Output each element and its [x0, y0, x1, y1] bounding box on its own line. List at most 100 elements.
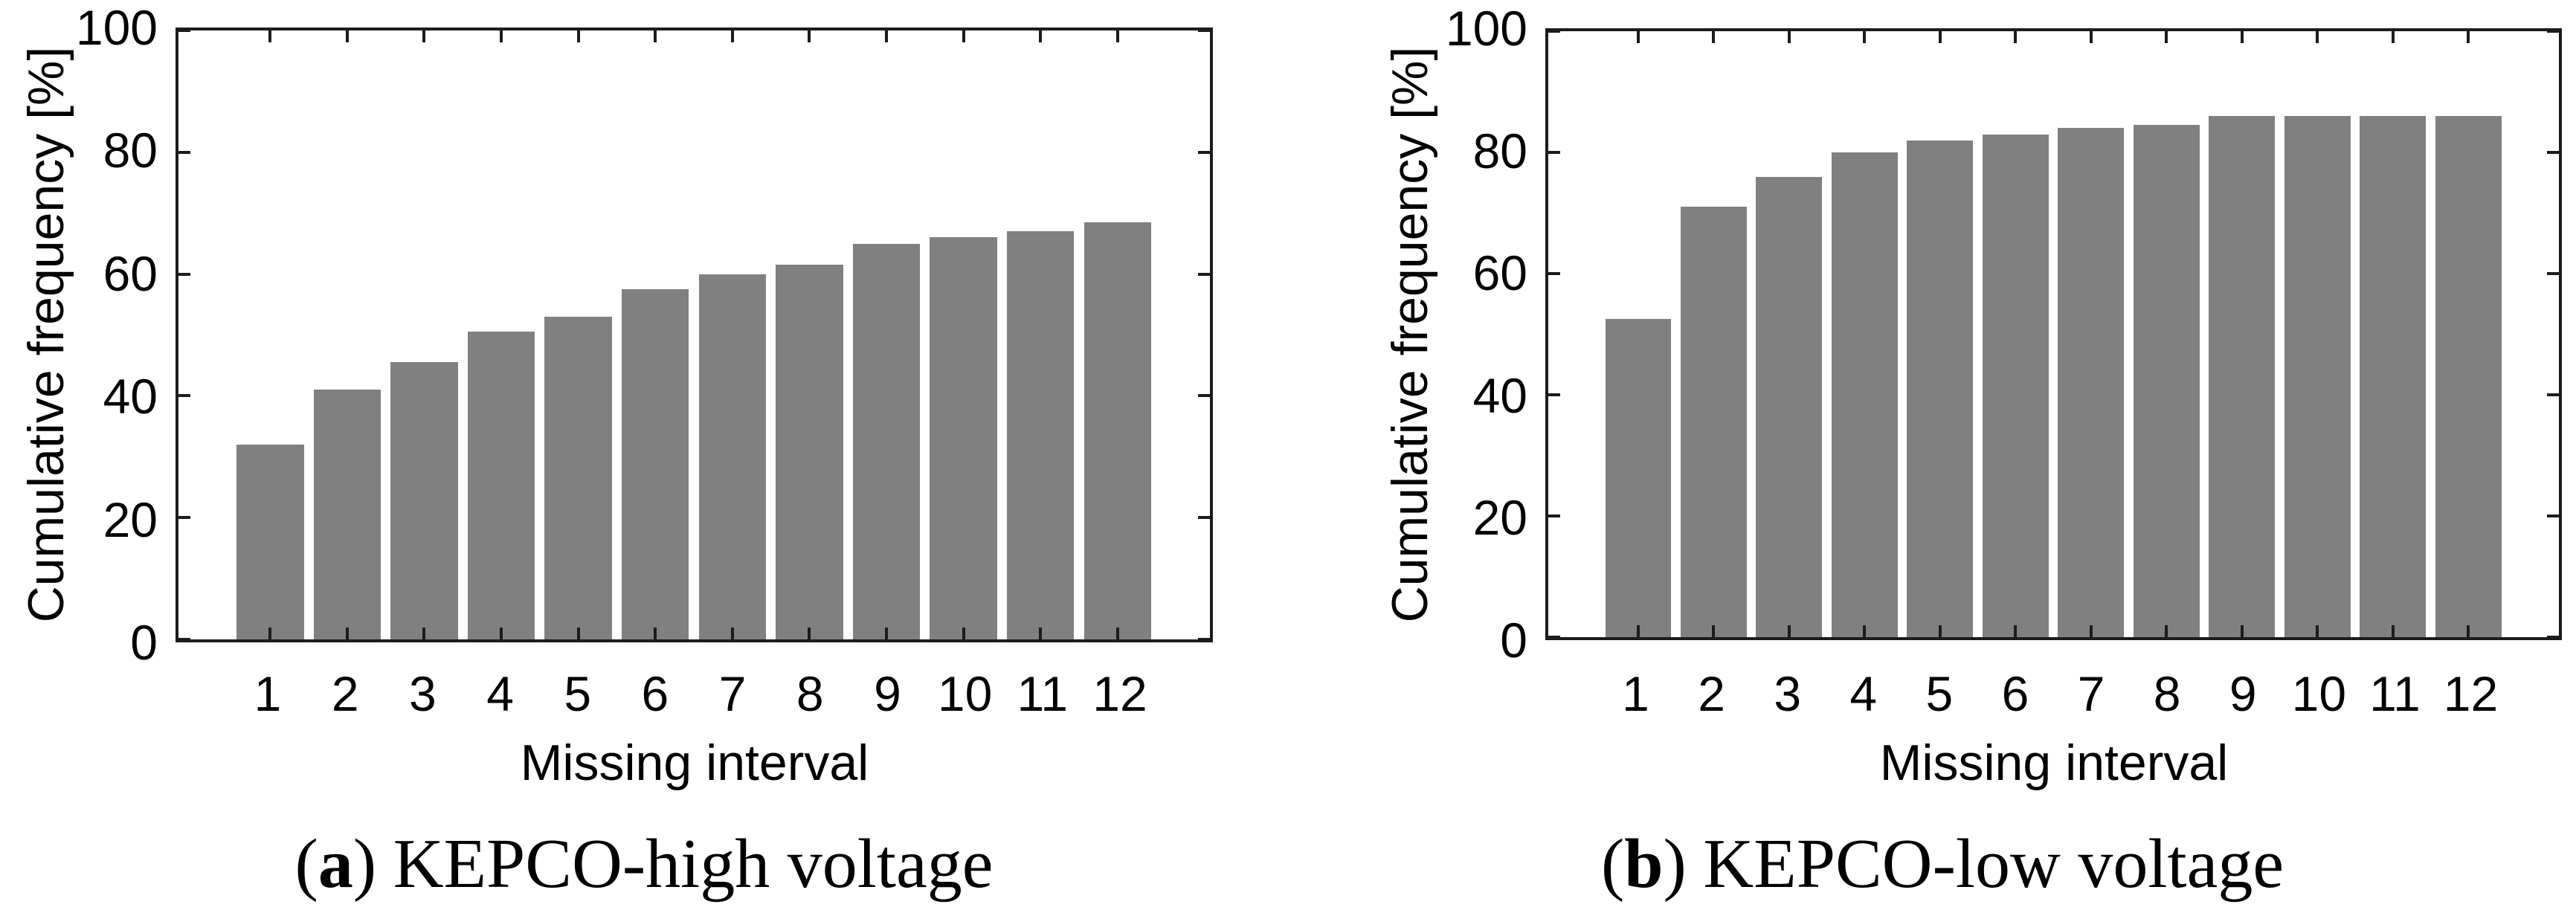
- x-tick-mark: [2391, 625, 2395, 637]
- y-tick-mark: [178, 272, 190, 276]
- x-tick-mark: [1636, 625, 1640, 637]
- bar: [1831, 152, 1898, 637]
- x-tick-label: 5: [564, 666, 592, 721]
- y-tick-label: 80: [1472, 123, 1527, 178]
- x-tick-label: 4: [1849, 666, 1878, 721]
- y-tick-label: 80: [103, 123, 158, 178]
- x-tick-mark: [2391, 31, 2395, 43]
- x-tick-mark: [2089, 31, 2093, 43]
- x-tick-mark: [1712, 31, 1716, 43]
- x-tick-mark: [962, 628, 965, 639]
- y-tick-mark: [2547, 30, 2559, 33]
- x-tick-mark: [2316, 31, 2319, 43]
- y-tick-mark: [1548, 636, 1560, 639]
- x-tick-mark: [422, 628, 426, 639]
- bar: [930, 237, 997, 639]
- x-tick-mark: [884, 628, 888, 639]
- x-tick-mark: [1712, 625, 1716, 637]
- bar: [2360, 116, 2427, 637]
- y-tick-label: 100: [75, 0, 158, 55]
- caption-marker: a: [318, 825, 353, 903]
- x-tick-mark: [576, 30, 580, 42]
- y-tick-label: 100: [1445, 1, 1527, 56]
- y-tick-mark: [178, 516, 190, 520]
- y-axis-label: Cumulative frequency [%]: [18, 46, 74, 623]
- x-tick-mark: [884, 30, 888, 42]
- bar: [1605, 319, 1672, 637]
- x-tick-mark: [422, 30, 426, 42]
- bar: [2284, 116, 2351, 637]
- x-tick-label: 6: [641, 666, 669, 721]
- x-tick-mark: [2467, 31, 2470, 43]
- x-tick-mark: [500, 30, 503, 42]
- x-tick-label: 2: [331, 666, 359, 721]
- x-tick-mark: [500, 628, 503, 639]
- bar-series-b: [1548, 31, 2559, 637]
- y-tick-mark: [1548, 393, 1560, 396]
- y-tick-mark: [1548, 272, 1560, 275]
- x-tick-mark: [2467, 625, 2470, 637]
- y-tick-mark: [178, 394, 190, 398]
- x-tick-mark: [345, 628, 349, 639]
- x-tick-mark: [1938, 625, 1942, 637]
- bar: [313, 390, 381, 639]
- caption-text: KEPCO-high voltage: [393, 825, 994, 903]
- x-tick-label: 3: [1774, 666, 1802, 721]
- y-tick-label: 60: [103, 245, 158, 301]
- x-tick-label: 4: [486, 666, 514, 721]
- plot-area-b: [1545, 28, 2562, 640]
- x-tick-mark: [654, 628, 657, 639]
- bar: [1756, 176, 1823, 637]
- x-tick-mark: [730, 628, 734, 639]
- y-tick-mark: [178, 150, 190, 154]
- x-tick-label: 8: [2153, 666, 2181, 721]
- y-tick-mark: [2547, 393, 2559, 396]
- x-tick-label: 7: [2077, 666, 2105, 721]
- x-tick-mark: [654, 30, 657, 42]
- y-tick-mark: [178, 29, 190, 32]
- caption-paren-close: ): [1663, 825, 1687, 903]
- bar: [390, 362, 458, 639]
- y-tick-label: 40: [1472, 367, 1527, 423]
- x-tick-label: 9: [2229, 666, 2257, 721]
- y-tick-mark: [178, 638, 190, 641]
- x-tick-label: 12: [2443, 666, 2499, 721]
- x-tick-mark: [1863, 31, 1867, 43]
- x-tick-mark: [268, 30, 272, 42]
- bar: [1006, 231, 1075, 639]
- bar: [2058, 128, 2125, 637]
- x-tick-mark: [1115, 628, 1119, 639]
- x-tick-label: 1: [1622, 666, 1649, 721]
- x-tick-mark: [2240, 31, 2244, 43]
- x-tick-label: 12: [1092, 666, 1147, 721]
- y-tick-label: 40: [103, 369, 158, 425]
- y-axis-label: Cumulative frequency [%]: [1382, 46, 1438, 623]
- x-axis-label: Missing interval: [520, 735, 869, 791]
- x-tick-mark: [808, 30, 811, 42]
- bar: [544, 316, 612, 639]
- x-tick-mark: [1938, 31, 1942, 43]
- subfigure-caption: (b) KEPCO-low voltage: [1601, 824, 2284, 904]
- x-tick-mark: [1787, 31, 1791, 43]
- plot-area-a: [176, 28, 1213, 642]
- caption-text: KEPCO-low voltage: [1703, 825, 2284, 903]
- bar: [622, 289, 689, 639]
- x-tick-label: 7: [718, 666, 747, 721]
- x-tick-label: 8: [796, 666, 824, 721]
- x-tick-mark: [962, 30, 965, 42]
- caption-marker: b: [1624, 825, 1664, 903]
- bar: [236, 444, 304, 639]
- x-tick-mark: [1039, 30, 1043, 42]
- y-tick-mark: [2547, 272, 2559, 275]
- y-tick-mark: [1198, 516, 1210, 520]
- x-tick-label: 11: [2369, 666, 2421, 721]
- x-tick-mark: [808, 628, 811, 639]
- bar: [776, 265, 843, 639]
- x-tick-mark: [2014, 31, 2018, 43]
- y-tick-label: 20: [103, 491, 158, 547]
- y-tick-mark: [2547, 636, 2559, 639]
- caption-paren-open: (: [1600, 825, 1625, 903]
- bar: [852, 243, 921, 639]
- x-tick-mark: [1787, 625, 1791, 637]
